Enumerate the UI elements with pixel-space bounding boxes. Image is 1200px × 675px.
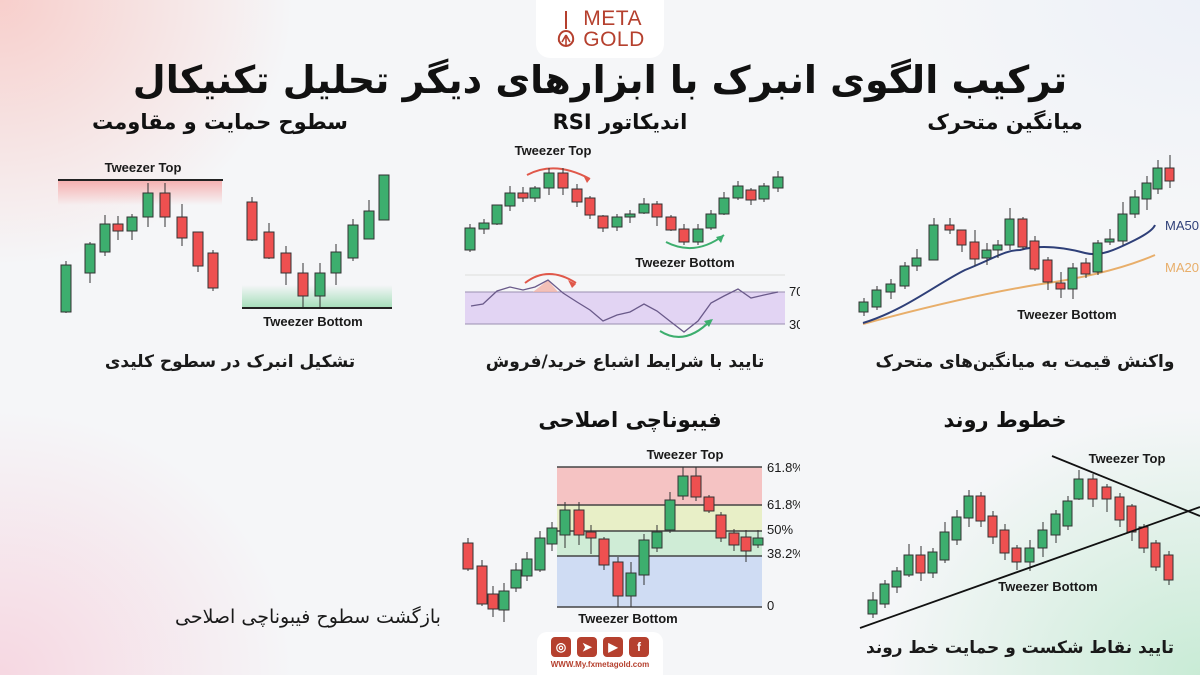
fib-level: 38.2%: [767, 546, 800, 561]
section-title-fibonacci: فیبوناچی اصلاحی: [538, 408, 722, 432]
telegram-icon[interactable]: ➤: [577, 637, 597, 657]
candles-left: [60, 183, 219, 313]
label-tweezer-top: Tweezer Top: [105, 160, 182, 175]
arrowhead-icon: [568, 280, 576, 288]
label-tweezer-bottom: Tweezer Bottom: [1017, 307, 1116, 322]
trend-lines-chart: Tweezer Top Tweezer Bottom: [859, 451, 1200, 629]
label-tweezer-top: Tweezer Top: [515, 143, 592, 158]
fib-level: 50%: [767, 522, 793, 537]
wheat-logo-icon: [558, 11, 575, 48]
fib-level: 61.8%: [767, 497, 800, 512]
fib-level: 61.8%: [767, 460, 800, 475]
instagram-icon[interactable]: ◎: [551, 637, 571, 657]
arrow-down-icon: [524, 273, 577, 284]
section-title-rsi: اندیکاتور RSI: [552, 110, 688, 134]
label-tweezer-bottom: Tweezer Bottom: [263, 314, 362, 329]
caption-moving-average: واکنش قیمت به میانگین‌های متحرک: [875, 352, 1175, 372]
label-tweezer-bottom: Tweezer Bottom: [635, 255, 734, 270]
rsi-level-70: 70: [789, 284, 800, 299]
price-candles: [867, 470, 1174, 618]
brand-line-1: META: [583, 7, 643, 30]
caption-support-resistance: تشکیل انبرک در سطوح کلیدی: [104, 352, 356, 372]
website-link[interactable]: WWW.My.fxmetagold.com: [550, 660, 650, 669]
fib-lines: [557, 466, 762, 608]
brand-logo: META GOLD: [536, 0, 664, 58]
arrowhead-icon: [704, 319, 713, 327]
label-tweezer-bottom: Tweezer Bottom: [998, 579, 1097, 594]
page-title: ترکیب الگوی انبرک با ابزارهای دیگر تحلیل…: [132, 58, 1068, 102]
overbought-fill: [533, 280, 558, 292]
ma20-label: MA20: [1165, 260, 1199, 275]
moving-average-chart: MA50 MA20 Tweezer Bottom: [858, 155, 1199, 325]
ma50-label: MA50: [1165, 218, 1199, 233]
brand-line-2: GOLD: [583, 28, 645, 51]
section-title-moving-average: میانگین متحرک: [927, 110, 1083, 134]
price-candles: [464, 168, 784, 252]
section-title-support-resistance: سطوح حمایت و مقاومت: [92, 110, 348, 134]
rsi-band: [465, 292, 785, 324]
price-candles: [858, 155, 1175, 316]
label-tweezer-top: Tweezer Top: [647, 447, 724, 462]
section-title-trend-lines: خطوط روند: [943, 408, 1067, 432]
label-tweezer-bottom: Tweezer Bottom: [578, 611, 677, 626]
rsi-level-30: 30: [789, 317, 800, 332]
footer-social: ◎ ➤ ▶ f WWW.My.fxmetagold.com: [537, 632, 663, 675]
fib-zone-blue: [557, 556, 762, 607]
rsi-line: [470, 279, 779, 333]
support-trend-line: [859, 506, 1200, 629]
price-candles: [462, 467, 764, 622]
resistance-trend-line: [1051, 455, 1200, 517]
caption-trend-lines: تایید نقاط شکست و حمایت خط روند: [866, 638, 1174, 658]
support-resistance-chart: Tweezer Top Tweezer Bottom: [58, 160, 392, 329]
caption-rsi: تایید با شرایط اشباع خرید/فروش: [485, 352, 765, 372]
fib-zone-red: [557, 467, 762, 505]
resistance-zone: [58, 180, 222, 205]
arrowhead-icon: [716, 235, 724, 243]
ma20-line: [862, 254, 1156, 325]
caption-fibonacci: بازگشت سطوح فیبوناچی اصلاحی: [175, 606, 441, 628]
youtube-icon[interactable]: ▶: [603, 637, 623, 657]
fibonacci-chart: Tweezer Top Tweezer Bottom 61.8% 61.8% 5…: [462, 447, 800, 626]
fib-level: 0: [767, 598, 774, 613]
candles-right: [246, 174, 390, 307]
fib-zone-yellow: [557, 505, 762, 531]
facebook-icon[interactable]: f: [629, 637, 649, 657]
label-tweezer-top: Tweezer Top: [1089, 451, 1166, 466]
rsi-chart: Tweezer Top Tweezer Bottom 7: [464, 143, 800, 338]
arrowhead-icon: [583, 175, 590, 183]
